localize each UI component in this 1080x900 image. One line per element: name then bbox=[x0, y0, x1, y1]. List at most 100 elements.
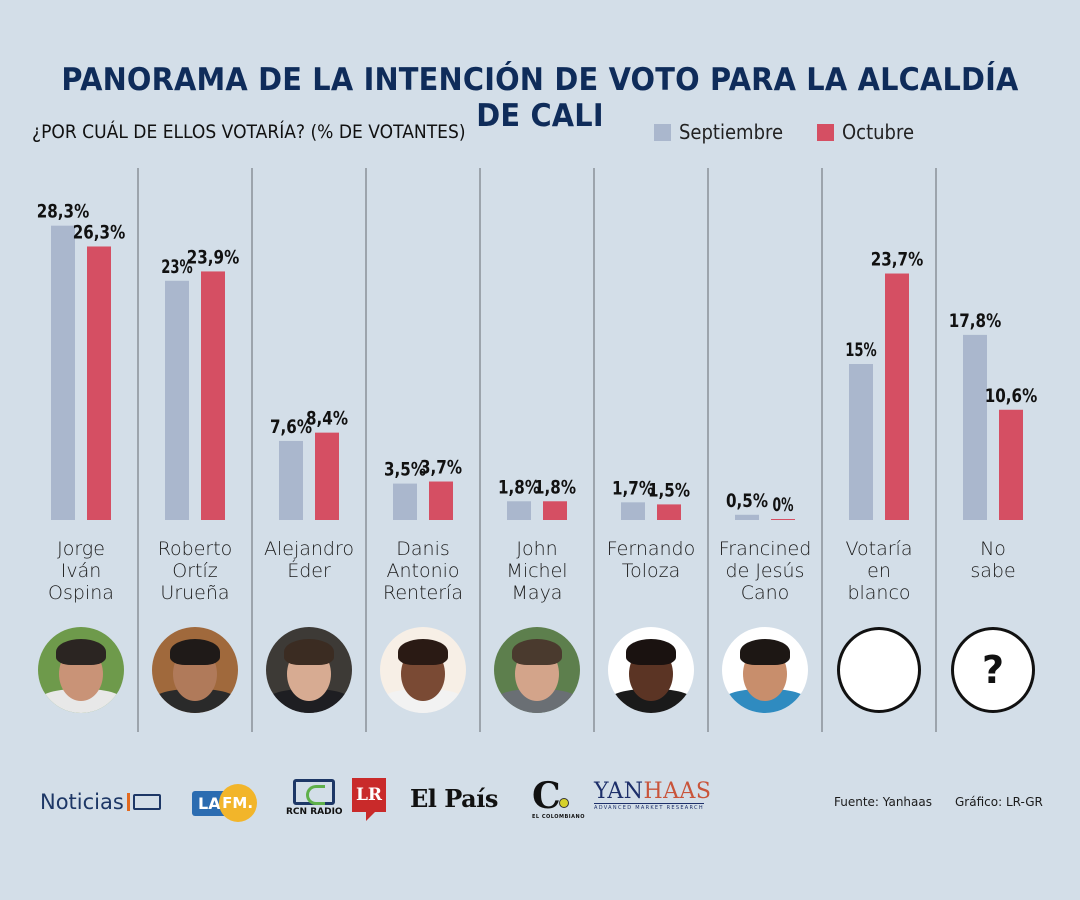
avatar-hair bbox=[512, 639, 562, 665]
bar-value-label: 1,5% bbox=[648, 479, 690, 501]
logo-divider bbox=[126, 793, 130, 811]
question-mark-icon: ? bbox=[951, 627, 1035, 713]
bar-value-label: 1,7% bbox=[612, 477, 654, 499]
category-label-line: Alejandro bbox=[263, 538, 354, 560]
bar-value-label: 0% bbox=[773, 494, 794, 516]
logo-yanhaas: YANHAAS ADVANCED MARKET RESEARCH bbox=[594, 781, 712, 811]
category-label-line: Ospina bbox=[48, 582, 114, 604]
logo-el-colombiano: C EL COLOMBIANO bbox=[532, 778, 585, 820]
bar-octubre bbox=[885, 273, 909, 520]
avatar-hair bbox=[56, 639, 106, 665]
logo-noticias-rcn: Noticias bbox=[40, 790, 161, 814]
category-label-line: Michel bbox=[506, 560, 568, 582]
bar-septiembre bbox=[735, 514, 759, 520]
category-label-line: Toloza bbox=[621, 560, 681, 582]
bar-value-label: 3,7% bbox=[420, 457, 462, 479]
candidate-photo-icon bbox=[608, 627, 694, 713]
candidate-photo-icon bbox=[494, 627, 580, 713]
category-label-line: Ortíz bbox=[172, 560, 218, 582]
bar-septiembre bbox=[849, 364, 873, 520]
category-label-line: Urueña bbox=[160, 582, 230, 604]
bar-octubre bbox=[315, 432, 339, 520]
blank-circle-icon bbox=[837, 627, 921, 713]
rcn-radio-icon bbox=[293, 779, 336, 805]
logo-colombiano-c: C bbox=[532, 778, 569, 814]
legend-item-septiembre: Septiembre bbox=[654, 120, 795, 144]
graphic-credit: Gráfico: LR-GR bbox=[955, 795, 1043, 809]
legend-item-octubre: Octubre bbox=[816, 120, 922, 144]
legend-label-septiembre: Septiembre bbox=[679, 120, 784, 144]
category-label-line: Iván bbox=[60, 560, 102, 582]
category-label-line: de Jesús bbox=[725, 560, 805, 582]
legend: Septiembre Octubre bbox=[654, 120, 944, 144]
colombiano-dot-icon bbox=[558, 798, 569, 808]
source-note: Fuente: Yanhaas bbox=[834, 795, 932, 809]
candidate-photo-icon bbox=[38, 627, 124, 713]
bar-value-label: 1,8% bbox=[498, 476, 540, 498]
avatar-hair bbox=[398, 639, 448, 665]
category-label-line: Danis bbox=[396, 538, 450, 560]
bar-octubre bbox=[87, 246, 111, 521]
category-label-line: Rentería bbox=[383, 582, 463, 604]
category-label: John Michel Maya bbox=[480, 538, 594, 604]
bar-value-label: 23,7% bbox=[871, 249, 924, 271]
category-label-line: en bbox=[867, 560, 891, 582]
bar-septiembre bbox=[507, 501, 531, 520]
chart-subtitle: ¿POR CUÁL DE ELLOS VOTARÍA? (% DE VOTANT… bbox=[32, 121, 466, 143]
bar-value-label: 10,6% bbox=[985, 385, 1038, 407]
logo-la-fm: LA FM. bbox=[192, 784, 257, 822]
bar-octubre bbox=[999, 409, 1023, 520]
bar-septiembre bbox=[963, 334, 987, 520]
legend-label-octubre: Octubre bbox=[841, 120, 914, 144]
candidate-photo-icon bbox=[266, 627, 352, 713]
category-label-line: Antonio bbox=[386, 560, 460, 582]
category-label: Francined de Jesús Cano bbox=[708, 538, 822, 604]
category-label-line: Jorge bbox=[57, 538, 105, 560]
logo-el-pais: El País bbox=[410, 784, 498, 813]
bar-value-label: 17,8% bbox=[949, 310, 1002, 332]
logo-yanhaas-sub: ADVANCED MARKET RESEARCH bbox=[594, 803, 704, 811]
legend-swatch-octubre bbox=[816, 123, 834, 141]
bar-octubre bbox=[657, 504, 681, 520]
avatar-hair bbox=[170, 639, 220, 665]
logo-rcn-radio: RCN RADIO bbox=[286, 779, 343, 817]
category-label: Danis Antonio Rentería bbox=[366, 538, 480, 604]
logo-rcn-radio-text: RCN RADIO bbox=[286, 807, 343, 817]
logo-lr-text: LR bbox=[352, 778, 386, 821]
candidate-photo-icon bbox=[722, 627, 808, 713]
avatar-hair bbox=[284, 639, 334, 665]
logo-noticias-text: Noticias bbox=[40, 790, 124, 814]
category-label: Alejandro Éder bbox=[252, 538, 366, 582]
avatar-hair bbox=[740, 639, 790, 665]
category-label-line: blanco bbox=[847, 582, 911, 604]
bar-value-label: 28,3% bbox=[37, 201, 90, 223]
bar-septiembre bbox=[165, 280, 189, 520]
chart-title: PANORAMA DE LA INTENCIÓN DE VOTO PARA LA… bbox=[61, 62, 1019, 134]
bar-octubre bbox=[543, 501, 567, 520]
bar-chart: 28,3%26,3%23%23,9%7,6%8,4%3,5%3,7%1,8%1,… bbox=[37, 168, 1038, 732]
bar-value-label: 23% bbox=[161, 256, 193, 278]
category-label-line: Cano bbox=[740, 582, 790, 604]
bar-octubre bbox=[429, 481, 453, 520]
avatar-hair bbox=[626, 639, 676, 665]
category-label-line: Francined bbox=[718, 538, 812, 560]
bar-value-label: 26,3% bbox=[73, 221, 126, 243]
category-label: Fernando Toloza bbox=[594, 538, 708, 582]
category-label: Jorge Iván Ospina bbox=[24, 538, 138, 604]
bar-value-label: 1,8% bbox=[534, 476, 576, 498]
bar-value-label: 8,4% bbox=[306, 408, 348, 430]
rcn-icon bbox=[132, 794, 161, 810]
bar-value-label: 7,6% bbox=[270, 416, 312, 438]
category-label: Roberto Ortíz Urueña bbox=[138, 538, 252, 604]
bar-value-label: 15% bbox=[845, 339, 877, 361]
logo-yanhaas-name: YANHAAS bbox=[594, 779, 712, 804]
category-label-line: No bbox=[980, 538, 1006, 560]
bar-septiembre bbox=[51, 225, 75, 520]
bar-octubre bbox=[201, 271, 225, 520]
bar-octubre bbox=[771, 519, 795, 520]
bar-value-label: 3,5% bbox=[384, 459, 426, 481]
logo-fm-text: FM. bbox=[218, 784, 257, 822]
candidate-photo-icon bbox=[380, 627, 466, 713]
bar-value-label: 0,5% bbox=[726, 490, 768, 512]
category-label-line: Maya bbox=[511, 582, 563, 604]
